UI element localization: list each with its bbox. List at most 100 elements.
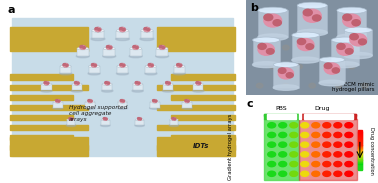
Circle shape — [334, 132, 342, 138]
Bar — [358, 136, 362, 137]
Circle shape — [361, 83, 368, 88]
Bar — [358, 151, 362, 152]
Bar — [135, 120, 144, 125]
Text: b: b — [250, 3, 258, 13]
Ellipse shape — [193, 89, 204, 92]
Ellipse shape — [117, 65, 128, 68]
Circle shape — [46, 82, 49, 84]
Circle shape — [335, 83, 342, 88]
Bar — [358, 155, 362, 156]
Circle shape — [301, 142, 309, 147]
Bar — [10, 145, 88, 150]
Circle shape — [268, 161, 276, 167]
Bar — [358, 138, 362, 139]
Circle shape — [323, 123, 331, 128]
Bar — [358, 163, 362, 164]
Ellipse shape — [53, 107, 63, 109]
Circle shape — [279, 152, 287, 157]
Circle shape — [309, 45, 316, 50]
Circle shape — [79, 45, 86, 50]
Bar — [172, 95, 235, 100]
Circle shape — [283, 45, 289, 50]
Circle shape — [279, 123, 287, 128]
Circle shape — [312, 123, 320, 128]
Circle shape — [301, 171, 309, 176]
Ellipse shape — [146, 65, 156, 68]
Ellipse shape — [60, 72, 72, 75]
Circle shape — [256, 83, 263, 88]
Circle shape — [306, 44, 314, 49]
Ellipse shape — [92, 29, 104, 32]
Ellipse shape — [273, 62, 299, 68]
Ellipse shape — [156, 47, 168, 50]
Ellipse shape — [332, 37, 359, 43]
Ellipse shape — [85, 101, 95, 103]
Circle shape — [152, 99, 157, 103]
Circle shape — [278, 68, 293, 79]
Bar — [267, 114, 296, 119]
Circle shape — [184, 99, 190, 103]
Circle shape — [279, 171, 287, 176]
Circle shape — [83, 46, 85, 48]
Circle shape — [312, 161, 320, 167]
Circle shape — [334, 152, 342, 157]
Ellipse shape — [182, 107, 192, 109]
Ellipse shape — [258, 34, 288, 40]
Bar — [53, 102, 62, 108]
Circle shape — [256, 45, 263, 50]
Circle shape — [77, 82, 79, 84]
Circle shape — [109, 46, 112, 48]
Bar — [141, 31, 153, 38]
Ellipse shape — [163, 89, 174, 92]
Bar — [358, 165, 362, 166]
Circle shape — [286, 73, 293, 78]
Circle shape — [56, 100, 58, 101]
Circle shape — [297, 39, 306, 45]
Ellipse shape — [118, 101, 127, 103]
Bar — [163, 84, 173, 90]
Circle shape — [88, 100, 90, 101]
Circle shape — [290, 152, 298, 157]
Bar — [172, 115, 235, 120]
Bar — [358, 139, 362, 140]
Bar — [358, 143, 362, 145]
Bar — [101, 120, 110, 125]
Bar — [10, 95, 73, 100]
Circle shape — [312, 132, 320, 138]
Circle shape — [345, 152, 353, 157]
Circle shape — [268, 152, 276, 157]
Bar — [358, 157, 362, 158]
Bar — [42, 84, 52, 90]
Bar — [358, 147, 362, 148]
Bar — [358, 145, 362, 146]
Bar — [133, 84, 143, 90]
Circle shape — [198, 82, 200, 84]
Text: PBS: PBS — [275, 106, 287, 111]
Circle shape — [63, 63, 69, 68]
Circle shape — [301, 132, 309, 138]
Ellipse shape — [129, 55, 142, 58]
Ellipse shape — [133, 83, 143, 85]
Ellipse shape — [72, 83, 82, 85]
Circle shape — [148, 63, 154, 68]
Circle shape — [301, 123, 309, 128]
Bar — [358, 137, 362, 138]
Bar — [358, 153, 362, 154]
Circle shape — [122, 29, 125, 31]
Bar — [304, 114, 353, 119]
Ellipse shape — [135, 119, 144, 121]
Bar — [319, 60, 345, 83]
Bar — [358, 133, 362, 134]
Bar — [358, 151, 362, 152]
Circle shape — [172, 118, 174, 119]
Circle shape — [301, 152, 309, 157]
Ellipse shape — [173, 72, 185, 75]
Circle shape — [350, 34, 367, 46]
Circle shape — [264, 14, 273, 20]
Circle shape — [268, 123, 276, 128]
Ellipse shape — [88, 72, 100, 75]
Ellipse shape — [41, 89, 52, 92]
Bar — [358, 146, 362, 147]
Circle shape — [168, 82, 170, 84]
Bar — [10, 115, 73, 120]
